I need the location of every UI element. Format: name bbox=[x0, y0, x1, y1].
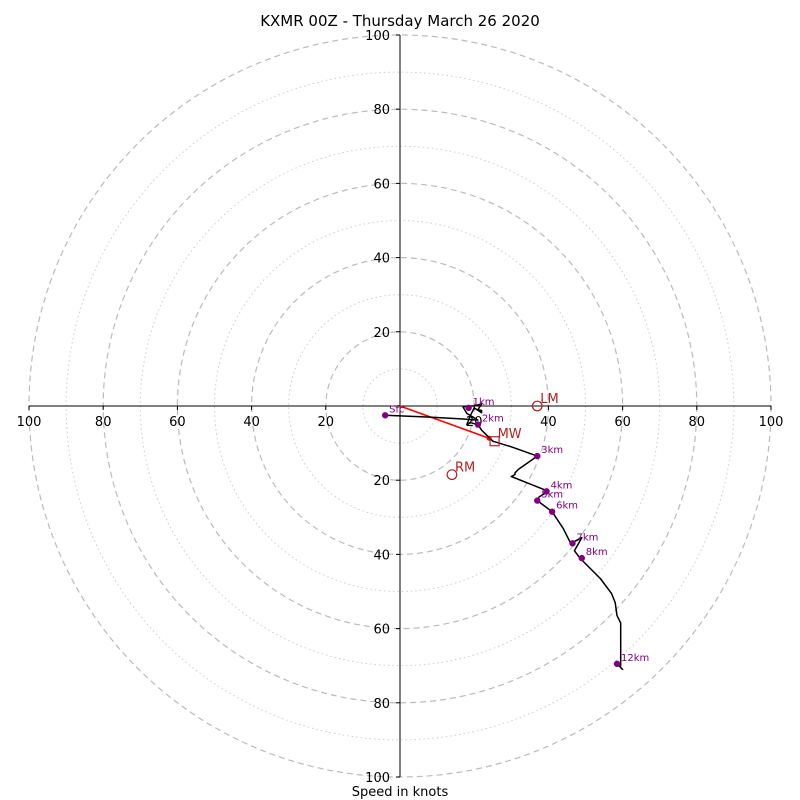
height-marker-label: 7km bbox=[577, 532, 599, 543]
speed-axis-label: Speed in knots bbox=[352, 785, 449, 800]
shear-vector-line bbox=[399, 405, 490, 440]
height-marker-dot bbox=[578, 554, 585, 562]
x-tick-label: 100 bbox=[17, 415, 42, 430]
y-tick-label: 100 bbox=[365, 771, 390, 786]
x-tick-label: 80 bbox=[689, 415, 706, 430]
height-marker-label: 12km bbox=[621, 653, 649, 664]
hodograph-line-group bbox=[385, 403, 624, 671]
storm-motion-marker bbox=[446, 469, 458, 481]
height-marker-label: Sfc bbox=[389, 404, 404, 415]
y-tick-label: 60 bbox=[373, 177, 390, 192]
y-tick-label: 20 bbox=[373, 326, 390, 341]
storm-motion-marker bbox=[531, 400, 543, 412]
height-marker-dot bbox=[465, 404, 472, 412]
mean-wind-marker bbox=[489, 436, 500, 447]
storm-motion-label: MW bbox=[498, 427, 522, 442]
height-marker-label: 1km bbox=[473, 397, 495, 408]
height-marker-label: 6km bbox=[556, 501, 578, 512]
height-marker-label: 4km bbox=[551, 480, 573, 491]
height-marker-dot bbox=[548, 508, 556, 515]
height-marker-dot bbox=[543, 488, 550, 495]
x-tick-label: 20 bbox=[318, 415, 335, 430]
height-marker-label: 5km bbox=[541, 490, 563, 501]
x-tick-label: 80 bbox=[95, 415, 112, 430]
x-tick-label: 100 bbox=[759, 415, 784, 430]
height-marker-dot bbox=[534, 497, 541, 504]
height-marker-label: 3km bbox=[541, 445, 563, 456]
height-marker-label: 2km bbox=[482, 414, 504, 425]
x-tick-label: 60 bbox=[169, 415, 186, 430]
hodograph-trace bbox=[385, 403, 624, 671]
y-tick-label: 100 bbox=[365, 29, 390, 44]
x-tick-label: 40 bbox=[540, 415, 557, 430]
y-tick-label: 80 bbox=[373, 697, 390, 712]
storm-motion-label: LM bbox=[540, 392, 558, 407]
y-tick-label: 60 bbox=[373, 623, 390, 638]
storm-motion-label: RM bbox=[455, 461, 475, 476]
storm-motions-group: LM MW RM bbox=[446, 392, 559, 481]
y-tick-label: 40 bbox=[373, 252, 390, 267]
height-marker-label: 8km bbox=[586, 547, 608, 558]
chart-title: KXMR 00Z - Thursday March 26 2020 bbox=[260, 12, 540, 30]
ticks-group: 100 80 60 40 20 20 40 60 80 100100806040202040608… bbox=[17, 29, 784, 786]
height-marker-dot bbox=[474, 421, 482, 428]
height-marker-dot bbox=[381, 412, 389, 419]
y-tick-label: 80 bbox=[373, 103, 390, 118]
height-marker-dot bbox=[569, 540, 576, 547]
height-marker-dot bbox=[534, 452, 541, 460]
y-tick-label: 40 bbox=[373, 548, 390, 563]
x-tick-label: 60 bbox=[614, 415, 631, 430]
height-marker-dot bbox=[613, 660, 621, 668]
x-tick-label: 40 bbox=[243, 415, 260, 430]
y-tick-label: 20 bbox=[373, 474, 390, 489]
